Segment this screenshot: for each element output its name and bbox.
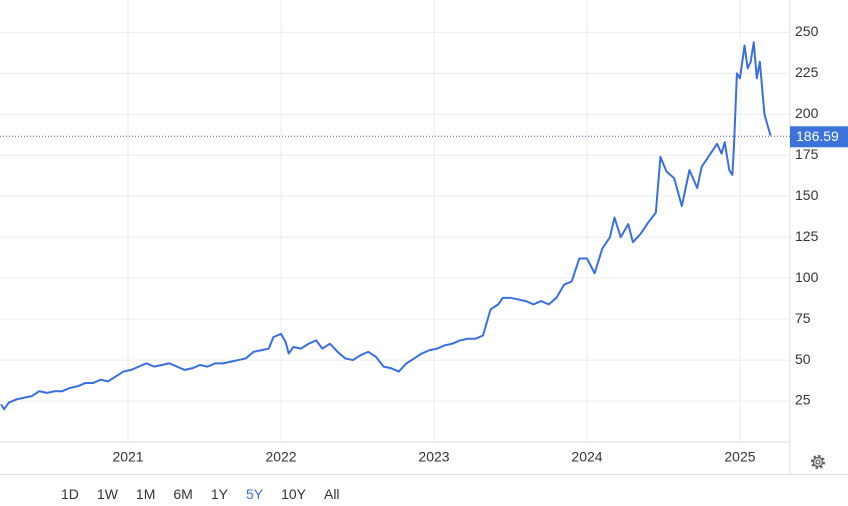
y-tick-label: 75 (795, 310, 811, 326)
x-tick-label: 2024 (571, 449, 602, 465)
y-tick-label: 100 (795, 269, 819, 285)
y-tick-label: 200 (795, 105, 819, 121)
range-button[interactable]: 5Y (245, 486, 264, 502)
y-tick-label: 150 (795, 187, 819, 203)
range-button[interactable]: 1M (135, 486, 156, 502)
y-tick-label: 25 (795, 392, 811, 408)
y-tick-label: 250 (795, 23, 819, 39)
range-button[interactable]: 1Y (210, 486, 228, 502)
x-tick-label: 2022 (265, 449, 296, 465)
x-tick-label: 2021 (112, 449, 143, 465)
x-tick-label: 2023 (418, 449, 449, 465)
range-button[interactable]: All (323, 486, 340, 502)
y-tick-label: 175 (795, 146, 819, 162)
y-tick-label: 225 (795, 64, 819, 80)
range-button[interactable]: 10Y (281, 486, 306, 502)
y-tick-label: 50 (795, 351, 811, 367)
y-tick-label: 125 (795, 228, 819, 244)
range-selector: 1D 1W 1M 6M 1Y 5Y 10Y All (52, 484, 349, 504)
last-price-badge (790, 126, 848, 148)
range-button[interactable]: 6M (173, 486, 193, 502)
x-tick-label: 2025 (724, 449, 755, 465)
chart: 25 50 75 100 125 150 175 200 225 250 2021 2022 2023 2… (0, 0, 848, 475)
last-price-label: 186.59 (796, 128, 839, 144)
range-button[interactable]: 1W (96, 486, 118, 502)
range-button[interactable]: 1D (61, 486, 79, 502)
settings-icon[interactable] (810, 454, 826, 470)
price-line (0, 41, 772, 411)
